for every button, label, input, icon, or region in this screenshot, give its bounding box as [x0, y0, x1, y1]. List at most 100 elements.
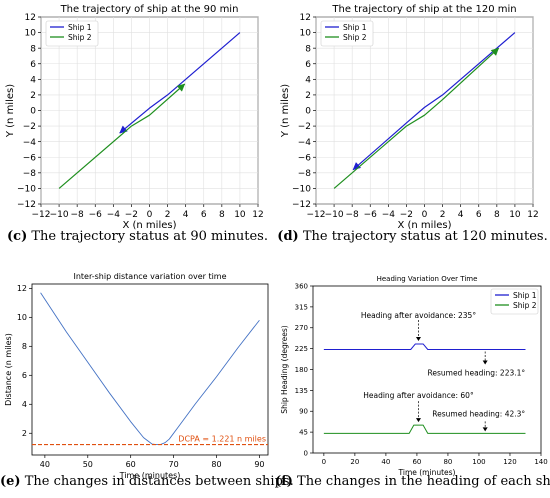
y-tick-label: 225 — [295, 345, 308, 353]
x-tick-label: −8 — [71, 210, 85, 220]
chart-title: The trajectory of ship at the 120 min — [331, 4, 516, 15]
x-tick-label: 4 — [458, 210, 464, 220]
x-tick-label: 12 — [252, 210, 263, 220]
x-tick-label: 6 — [476, 210, 482, 220]
distance-chart: 40 50 60 70 80 90 2 4 6 8 10 12 Inter-ship distance … — [4, 272, 269, 480]
x-tick-label: −8 — [346, 210, 360, 220]
x-axis-label: X (n miles) — [397, 220, 451, 231]
x-tick-label: 20 — [350, 458, 359, 466]
x-tick-label: 40 — [381, 458, 390, 466]
y-tick-label: 10 — [17, 313, 27, 322]
x-tick-label: 90 — [254, 460, 264, 469]
y-tick-label: −12 — [292, 200, 311, 210]
x-tick-label: 0 — [422, 210, 428, 220]
x-tick-label: −6 — [364, 210, 378, 220]
y-tick-label: 315 — [295, 303, 308, 311]
chart-title: Heading Variation Over Time — [377, 275, 478, 283]
annotation-label: Resumed heading: 223.1° — [427, 369, 525, 378]
y-axis-label: Ship Heading (degrees) — [280, 325, 289, 413]
x-tick-label: 10 — [234, 210, 246, 220]
dcpa-label: DCPA = 1.221 n miles — [178, 435, 266, 444]
annotation-label: Heading after avoidance: 235° — [361, 311, 477, 320]
trajectory-line — [352, 32, 516, 171]
distance-line — [40, 292, 260, 446]
x-tick-label: 2 — [440, 210, 446, 220]
y-tick-label: 10 — [25, 29, 37, 39]
x-tick-label: 80 — [211, 460, 221, 469]
x-tick-label: −2 — [125, 210, 138, 220]
trajectory-line — [58, 83, 186, 189]
y-tick-label: 12 — [17, 284, 27, 293]
y-tick-label: 10 — [300, 29, 312, 39]
plot-frame — [31, 283, 269, 456]
annotation-arrow-head — [415, 418, 421, 423]
y-tick-label: 6 — [305, 60, 311, 70]
direction-arrow — [490, 47, 500, 56]
y-tick-label: 0 — [304, 449, 308, 457]
legend-label: Ship 1 — [68, 23, 92, 32]
x-tick-label: 0 — [322, 458, 326, 466]
y-tick-label: 8 — [22, 342, 27, 351]
y-tick-label: −2 — [298, 122, 311, 132]
legend-label: Ship 1 — [513, 291, 537, 300]
x-tick-label: −12 — [307, 210, 326, 220]
x-tick-label: 12 — [527, 210, 538, 220]
y-tick-label: −4 — [298, 138, 312, 148]
heading-line — [323, 343, 526, 351]
annotation-label: Heading after avoidance: 60° — [363, 391, 474, 400]
y-tick-label: 0 — [30, 107, 36, 117]
y-tick-label: 6 — [22, 371, 27, 380]
trajectory-line — [333, 47, 500, 189]
y-axis-label: Distance (n miles) — [4, 333, 13, 406]
x-tick-label: −2 — [400, 210, 413, 220]
x-tick-label: 40 — [40, 460, 50, 469]
x-tick-label: 60 — [412, 458, 421, 466]
x-tick-label: 2 — [165, 210, 171, 220]
y-tick-label: 2 — [305, 91, 311, 101]
y-tick-label: 90 — [299, 408, 308, 416]
x-tick-label: 8 — [219, 210, 225, 220]
x-tick-label: 120 — [503, 458, 516, 466]
x-tick-label: 10 — [509, 210, 521, 220]
y-tick-label: −4 — [23, 138, 37, 148]
annotation-arrow-head — [415, 336, 421, 341]
x-axis-label: X (n miles) — [122, 220, 176, 231]
y-axis-label: Y (n miles) — [5, 84, 16, 138]
x-tick-label: 70 — [169, 460, 179, 469]
x-tick-label: 140 — [534, 458, 547, 466]
y-tick-label: 4 — [305, 75, 311, 85]
y-tick-label: 8 — [30, 44, 36, 54]
y-tick-label: −8 — [298, 169, 312, 179]
heading-line — [323, 424, 526, 434]
y-tick-label: 2 — [22, 429, 27, 438]
x-tick-label: 0 — [147, 210, 153, 220]
x-tick-label: 100 — [472, 458, 485, 466]
y-tick-label: 12 — [25, 13, 36, 23]
legend-label: Ship 2 — [68, 33, 92, 42]
y-tick-label: −6 — [23, 153, 37, 163]
x-tick-label: −12 — [32, 210, 51, 220]
y-tick-label: 12 — [300, 13, 311, 23]
x-tick-label: 4 — [183, 210, 189, 220]
y-tick-label: −10 — [292, 185, 311, 195]
y-tick-label: −10 — [17, 185, 36, 195]
x-tick-label: −10 — [325, 210, 344, 220]
y-axis-label: Y (n miles) — [280, 84, 291, 138]
y-tick-label: 180 — [295, 366, 308, 374]
x-tick-label: 8 — [494, 210, 500, 220]
y-tick-label: −2 — [23, 122, 36, 132]
caption-e: (e) The changes in distances between shi… — [0, 474, 294, 489]
caption-f: (f) The changes in the heading of each s… — [275, 474, 550, 489]
y-tick-label: 45 — [299, 429, 308, 437]
trajectory-line — [119, 32, 241, 134]
y-tick-label: −12 — [17, 200, 36, 210]
y-tick-label: 8 — [305, 44, 311, 54]
direction-arrow — [176, 83, 186, 92]
y-tick-label: 4 — [22, 400, 27, 409]
chart-title: Inter-ship distance variation over time — [73, 272, 226, 281]
chart-title: The trajectory of ship at the 90 min — [60, 4, 239, 15]
x-tick-label: 50 — [83, 460, 93, 469]
annotation-label: Resumed heading: 42.3° — [432, 409, 525, 418]
y-tick-label: 270 — [295, 324, 308, 332]
x-axis-label: Time (minutes) — [119, 471, 181, 480]
